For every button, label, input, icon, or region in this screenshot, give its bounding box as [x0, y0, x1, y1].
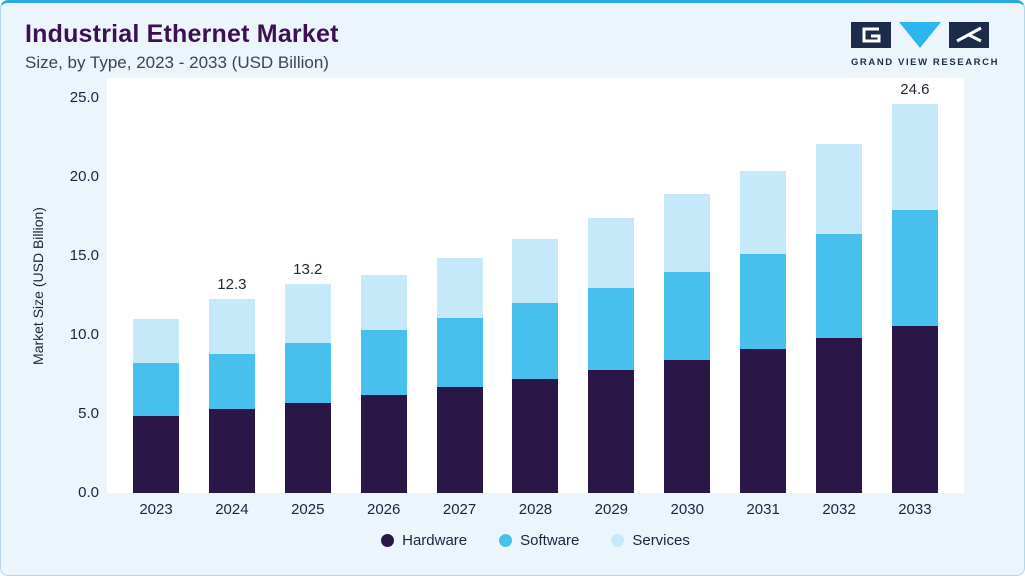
bar-segment-hardware-2032 — [816, 338, 863, 493]
x-tick-label: 2025 — [291, 501, 325, 518]
legend-item-hardware: Hardware — [381, 532, 467, 549]
x-tick-label: 2027 — [442, 501, 477, 518]
bar-segment-hardware-2028 — [512, 379, 559, 493]
legend-dot-icon — [611, 534, 625, 547]
bar-segment-software-2023 — [133, 363, 179, 416]
y-tick-label: 10.0 — [69, 326, 99, 343]
plot-area: 12.3 13.2 24.6 — [107, 78, 964, 493]
legend: Hardware Software Services — [107, 532, 964, 549]
bar-segment-hardware-2023 — [133, 415, 179, 493]
bar-segment-services-2028 — [512, 238, 559, 304]
bar-segment-software-2031 — [740, 254, 787, 350]
x-tick-label: 2028 — [518, 501, 553, 518]
bar-segment-software-2025 — [284, 342, 331, 403]
bar-2033: 24.6 — [891, 81, 938, 493]
bar-total-label — [437, 235, 483, 253]
bar-segment-hardware-2030 — [664, 360, 711, 493]
bar-total-label — [133, 296, 179, 314]
y-tick-label: 20.0 — [69, 168, 99, 185]
bar-2026 — [360, 252, 407, 493]
page-title: Industrial Ethernet Market — [25, 20, 339, 48]
bar-segment-hardware-2025 — [284, 402, 331, 493]
page-subtitle: Size, by Type, 2023 - 2033 (USD Billion) — [25, 53, 329, 72]
y-tick-label: 5.0 — [78, 405, 99, 422]
x-axis-labels: 2023 2024 2025 2026 2027 2028 2029 2030 2031 2032… — [107, 501, 964, 518]
y-tick-label: 15.0 — [69, 247, 99, 264]
bar-total-label — [664, 171, 710, 189]
bar-segment-hardware-2024 — [208, 409, 255, 493]
x-tick-label: 2033 — [898, 501, 932, 518]
y-axis-title-text: Market Size (USD Billion) — [30, 206, 46, 365]
bar-segment-services-2031 — [740, 170, 787, 255]
chart: Market Size (USD Billion) 25.0 20.0 15.0 10… — [25, 78, 964, 501]
bar-segment-services-2030 — [664, 194, 711, 272]
bar-segment-hardware-2033 — [891, 325, 938, 493]
bar-total-label: 12.3 — [217, 275, 247, 293]
x-tick-label: 2031 — [746, 501, 780, 518]
bar-segment-software-2033 — [891, 210, 938, 326]
legend-dot-icon — [381, 534, 395, 547]
bar-total-label — [816, 121, 862, 139]
x-tick-label: 2032 — [822, 501, 856, 518]
y-axis-ticks: 25.0 20.0 15.0 10.0 5.0 0.0 — [51, 78, 107, 501]
bar-segment-services-2025 — [284, 284, 331, 343]
bar-segment-software-2024 — [208, 353, 255, 410]
bar-2023 — [133, 296, 179, 493]
x-tick-label: 2024 — [215, 501, 249, 518]
bar-total-label: 13.2 — [293, 261, 323, 279]
x-tick-label: 2023 — [139, 501, 173, 518]
bar-segment-services-2033 — [891, 104, 938, 211]
bar-total-label — [361, 252, 407, 270]
bar-segment-software-2030 — [664, 271, 711, 361]
legend-item-services: Services — [611, 532, 690, 549]
bar-segment-services-2032 — [816, 143, 863, 234]
bar-segment-hardware-2027 — [436, 387, 483, 493]
bar-segment-services-2024 — [208, 298, 255, 354]
bar-total-label — [512, 216, 558, 234]
bar-2027 — [436, 235, 483, 493]
logo-text: GRAND VIEW RESEARCH — [850, 57, 1000, 68]
bar-segment-services-2029 — [588, 218, 635, 288]
x-tick-label: 2030 — [670, 501, 704, 518]
bar-segment-services-2027 — [436, 257, 483, 318]
y-tick-label: 25.0 — [69, 89, 99, 106]
bar-2025: 13.2 — [284, 261, 331, 493]
bar-total-label — [588, 195, 634, 213]
y-axis-title: Market Size (USD Billion) — [25, 78, 51, 493]
legend-dot-icon — [499, 534, 513, 547]
bar-segment-software-2032 — [816, 233, 863, 339]
bar-2029 — [588, 195, 635, 493]
bar-segment-software-2028 — [512, 303, 559, 380]
bar-2024: 12.3 — [208, 275, 255, 493]
bar-segment-software-2026 — [360, 330, 407, 396]
grand-view-research-logo-icon — [851, 22, 989, 48]
legend-label: Services — [632, 532, 690, 549]
legend-label: Software — [520, 532, 580, 549]
legend-item-software: Software — [499, 532, 579, 549]
x-tick-label: 2029 — [594, 501, 629, 518]
grand-view-research-logo: GRAND VIEW RESEARCH — [850, 21, 1000, 68]
legend-label: Hardware — [402, 532, 468, 549]
bar-segment-hardware-2026 — [360, 395, 407, 493]
bar-segment-services-2026 — [360, 274, 407, 331]
bar-segment-software-2027 — [436, 317, 483, 388]
header: Industrial Ethernet Market Size, by Type… — [1, 3, 1024, 74]
bar-2030 — [664, 171, 711, 493]
title-block: Industrial Ethernet Market Size, by Type… — [25, 19, 339, 74]
y-tick-label: 0.0 — [78, 484, 99, 501]
bar-total-label — [740, 148, 786, 166]
bar-segment-hardware-2029 — [588, 369, 635, 493]
bar-2032 — [816, 121, 863, 493]
x-tick-label: 2026 — [366, 501, 401, 518]
bar-segment-software-2029 — [588, 287, 635, 370]
bar-2031 — [740, 148, 787, 493]
bar-total-label: 24.6 — [900, 81, 930, 99]
bar-2028 — [512, 216, 559, 493]
bar-segment-hardware-2031 — [740, 349, 787, 493]
bar-segment-services-2023 — [133, 319, 179, 364]
